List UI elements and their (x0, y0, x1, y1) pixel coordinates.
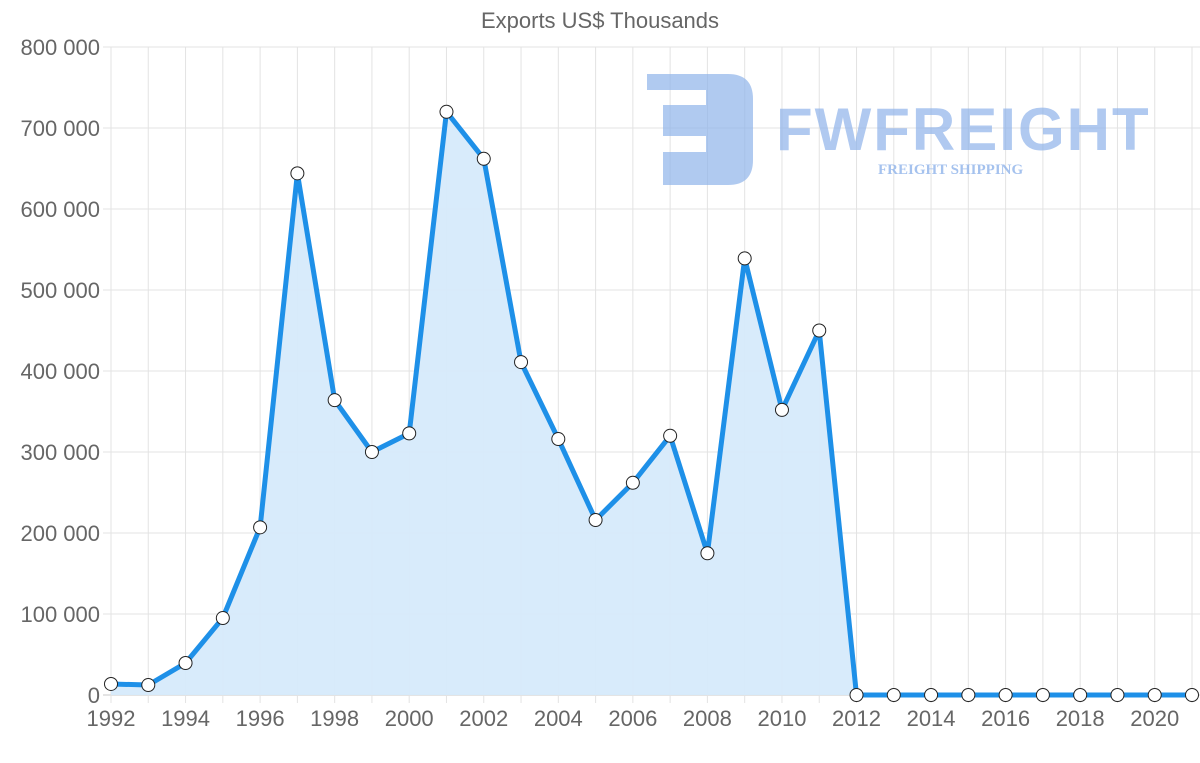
area-fill (111, 111, 1192, 696)
y-tick-label: 700 000 (20, 116, 100, 141)
data-point[interactable] (998, 688, 1013, 702)
data-point[interactable] (141, 678, 156, 693)
x-tick-label: 2006 (608, 706, 657, 731)
data-point[interactable] (737, 251, 752, 266)
data-point[interactable] (402, 426, 417, 441)
x-axis: 1992 1994 1996 1998 2000 2002 2004 2006 2008 2010… (87, 706, 1180, 731)
x-tick-label: 2020 (1130, 706, 1179, 731)
data-point[interactable] (774, 402, 789, 417)
data-point[interactable] (886, 688, 901, 702)
data-point[interactable] (514, 355, 529, 370)
data-point[interactable] (812, 323, 827, 338)
y-tick-label: 100 000 (20, 602, 100, 627)
x-tick-label: 2014 (907, 706, 956, 731)
data-point[interactable] (1073, 688, 1088, 702)
x-tick-label: 2016 (981, 706, 1030, 731)
data-point[interactable] (625, 475, 640, 490)
data-point[interactable] (364, 445, 379, 459)
data-point[interactable] (253, 520, 268, 535)
data-point[interactable] (104, 676, 118, 691)
data-point[interactable] (924, 688, 939, 702)
data-point[interactable] (327, 393, 342, 408)
data-point[interactable] (700, 546, 715, 561)
data-point[interactable] (588, 513, 603, 528)
fwfreight-logo-icon (647, 74, 753, 185)
y-tick-label: 600 000 (20, 197, 100, 222)
data-point[interactable] (1147, 688, 1162, 702)
chart-title: Exports US$ Thousands (480, 8, 720, 33)
x-tick-label: 1998 (310, 706, 359, 731)
data-point[interactable] (961, 688, 976, 702)
data-point[interactable] (215, 611, 230, 626)
data-point[interactable] (849, 688, 864, 702)
watermark-brand: FWFREIGHT (776, 96, 1151, 163)
data-point[interactable] (1035, 688, 1050, 702)
data-point[interactable] (1185, 688, 1199, 702)
x-tick-label: 2012 (832, 706, 881, 731)
y-tick-label: 0 (88, 683, 100, 708)
x-tick-label: 2000 (385, 706, 434, 731)
data-point[interactable] (290, 166, 305, 181)
x-tick-label: 1992 (87, 706, 136, 731)
x-tick-label: 1994 (161, 706, 210, 731)
y-tick-label: 800 000 (20, 35, 100, 60)
data-point[interactable] (1110, 688, 1125, 702)
watermark-logo: FWFREIGHT FREIGHT SHIPPING (647, 74, 1151, 185)
x-tick-label: 1996 (236, 706, 285, 731)
x-tick-label: 2004 (534, 706, 583, 731)
x-tick-label: 2008 (683, 706, 732, 731)
x-tick-label: 2018 (1056, 706, 1105, 731)
x-tick-label: 2010 (757, 706, 806, 731)
x-tick-label: 2002 (459, 706, 508, 731)
data-point[interactable] (476, 151, 491, 166)
y-tick-label: 400 000 (20, 359, 100, 384)
data-point[interactable] (551, 432, 566, 447)
y-tick-label: 500 000 (20, 278, 100, 303)
data-point[interactable] (663, 428, 678, 443)
y-tick-label: 200 000 (20, 521, 100, 546)
watermark-tagline: FREIGHT SHIPPING (878, 162, 1023, 178)
y-axis: 0 100 000 200 000 300 000 400 000 500 000 600 … (20, 35, 100, 708)
data-point[interactable] (178, 656, 193, 671)
data-points (104, 104, 1199, 702)
y-tick-label: 300 000 (20, 440, 100, 465)
data-point[interactable] (439, 104, 454, 119)
